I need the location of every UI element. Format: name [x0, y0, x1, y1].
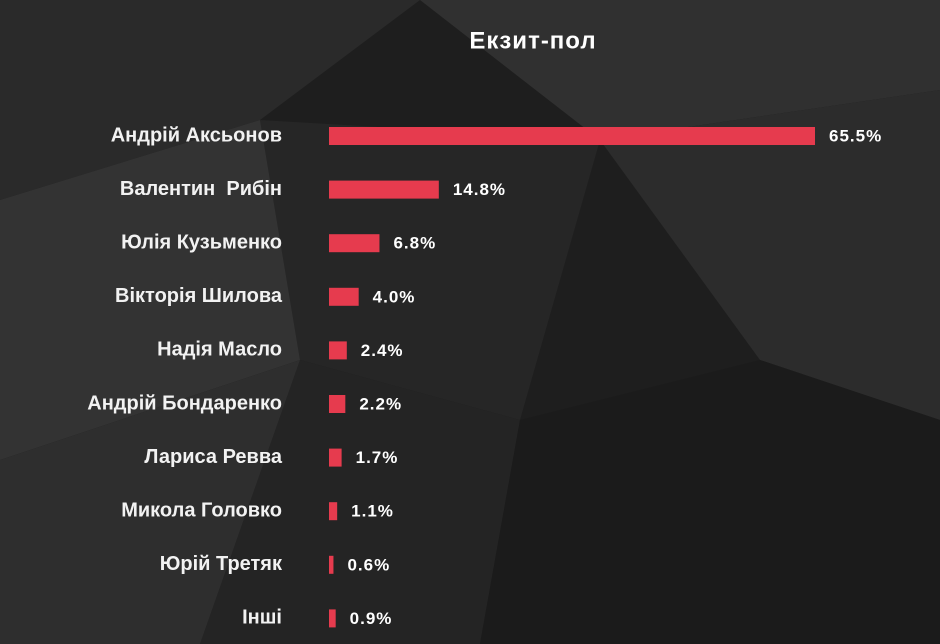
bar — [329, 287, 359, 306]
background-shape — [200, 360, 520, 644]
bar — [329, 341, 347, 360]
category-label: Юлія Кузьменко — [121, 231, 282, 253]
bar — [329, 502, 338, 521]
background-shape — [0, 120, 300, 460]
bar — [329, 609, 336, 628]
background-shape — [480, 360, 940, 644]
bar — [329, 180, 439, 199]
value-label: 1.7% — [356, 448, 399, 467]
category-label: Юрій Третяк — [160, 553, 283, 575]
value-label: 6.8% — [393, 234, 436, 253]
value-label: 0.6% — [347, 555, 390, 574]
bar — [329, 127, 815, 145]
background-shape — [420, 0, 940, 140]
category-label: Андрій Бондаренко — [87, 392, 282, 414]
background-shape — [0, 0, 420, 200]
category-label: Андрій Аксьонов — [111, 124, 282, 146]
bar — [329, 448, 342, 467]
category-label: Лариса Ревва — [144, 446, 283, 468]
bar — [329, 234, 380, 253]
background-shape — [0, 360, 300, 644]
value-label: 2.2% — [359, 394, 402, 413]
value-label: 65.5% — [829, 126, 882, 145]
chart-title: Екзит-пол — [469, 27, 596, 54]
category-label: Надія Масло — [157, 339, 282, 361]
bar — [329, 395, 346, 413]
category-label: Вікторія Шилова — [115, 285, 283, 307]
value-label: 2.4% — [361, 341, 404, 360]
value-label: 14.8% — [453, 180, 506, 199]
bar — [329, 555, 334, 574]
value-label: 4.0% — [373, 287, 416, 306]
value-label: 0.9% — [350, 609, 393, 628]
value-label: 1.1% — [351, 502, 394, 521]
background-shape — [600, 90, 940, 420]
category-label: Валентин Рибін — [120, 178, 282, 200]
category-label: Микола Головко — [121, 499, 282, 521]
category-label: Інші — [242, 607, 282, 629]
